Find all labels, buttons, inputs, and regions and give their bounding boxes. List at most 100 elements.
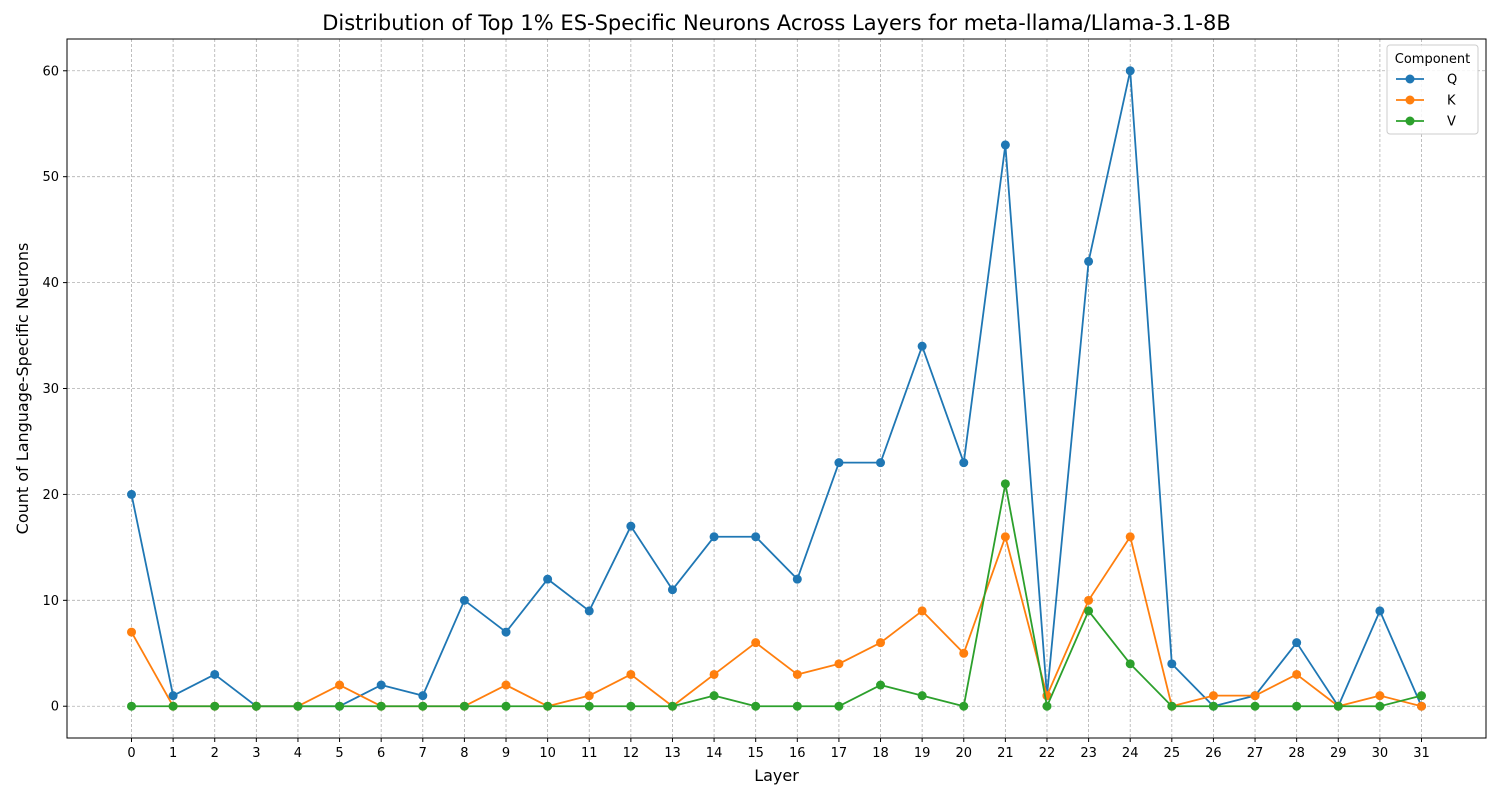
data-point [751,532,761,542]
x-tick-label: 6 [377,746,385,761]
data-point [543,574,553,584]
data-point [751,638,761,648]
data-point [335,701,345,711]
data-point [959,701,969,711]
legend-item-k: K [1396,94,1456,109]
x-tick-label: 7 [419,746,427,761]
data-point [1375,606,1385,616]
x-tick-label: 23 [1080,746,1097,761]
data-point [1375,701,1385,711]
y-tick-label: 50 [42,170,59,185]
grid [67,39,1486,738]
y-axis-ticks: 0 10 20 30 40 50 60 [42,64,67,715]
data-point [667,701,677,711]
data-point [792,669,802,679]
data-point [1417,701,1426,711]
data-point [584,691,594,701]
legend-item-v: V [1396,115,1456,130]
legend: Component QKV [1386,44,1479,135]
data-point [834,701,844,711]
y-tick-label: 40 [42,276,59,291]
data-point [1292,638,1302,648]
data-point [709,532,719,542]
x-tick-label: 12 [623,746,640,761]
series-line [130,535,1422,708]
x-axis-label: Layer [754,766,799,785]
x-tick-label: 17 [831,746,848,761]
legend-label: K [1447,94,1456,109]
data-point [584,606,594,616]
y-tick-label: 60 [42,64,59,79]
data-point [1292,701,1302,711]
data-point [1208,691,1218,701]
data-point [210,701,220,711]
data-point [418,691,428,701]
data-point [459,595,469,605]
x-tick-label: 21 [997,746,1014,761]
x-tick-label: 14 [706,746,723,761]
legend-title: Component [1395,52,1470,67]
data-point [376,680,386,690]
data-point [501,627,511,637]
data-point [1042,701,1052,711]
data-point [1125,66,1135,76]
data-point [418,701,428,711]
x-tick-label: 9 [502,746,510,761]
x-tick-label: 15 [747,746,764,761]
data-point [792,701,802,711]
data-point [1375,691,1385,701]
data-point [584,701,594,711]
x-tick-label: 29 [1330,746,1347,761]
data-point [1333,701,1343,711]
data-point [834,458,844,468]
x-tick-label: 22 [1039,746,1056,761]
data-point [1167,659,1177,669]
data-point [127,627,136,637]
y-axis-label: Count of Language-Specific Neurons [13,243,32,535]
x-tick-label: 19 [914,746,931,761]
x-tick-label: 16 [789,746,806,761]
legend-label: Q [1447,73,1457,88]
x-tick-label: 0 [127,746,135,761]
x-tick-label: 13 [664,746,681,761]
data-point [917,691,927,701]
y-tick-label: 20 [42,488,59,503]
data-point [127,701,136,711]
data-point [501,680,511,690]
x-tick-label: 30 [1372,746,1389,761]
data-point [626,521,636,531]
data-point [959,458,969,468]
data-point [959,648,969,658]
data-point [1084,256,1094,266]
x-axis-ticks: 0 1 2 3 4 5 6 7 8 9 10 11 12 13 14 15 16 17 18 19 20 21 22 23 24… [127,738,1430,761]
x-tick-label: 5 [335,746,343,761]
x-tick-label: 1 [169,746,177,761]
data-point [543,701,553,711]
data-point [626,701,636,711]
legend-marker [1405,95,1415,105]
x-tick-label: 4 [294,746,302,761]
data-point [667,585,677,595]
y-tick-label: 30 [42,382,59,397]
legend-box [1386,44,1479,135]
data-point [376,701,386,711]
x-tick-label: 24 [1122,746,1139,761]
data-point [834,659,844,669]
data-point [1292,669,1302,679]
x-tick-label: 10 [539,746,556,761]
legend-marker [1405,116,1415,126]
data-point [1208,701,1218,711]
data-point [751,701,761,711]
legend-items: QKV [1396,73,1457,130]
legend-marker [1405,74,1415,84]
x-tick-label: 31 [1413,746,1430,761]
data-point [1125,659,1135,669]
data-point [1167,701,1177,711]
data-point [792,574,802,584]
legend-label: V [1447,115,1456,130]
x-tick-label: 25 [1164,746,1181,761]
data-point [876,638,886,648]
data-point [1417,691,1426,701]
series-line [131,482,1422,708]
data-point [1000,140,1010,150]
